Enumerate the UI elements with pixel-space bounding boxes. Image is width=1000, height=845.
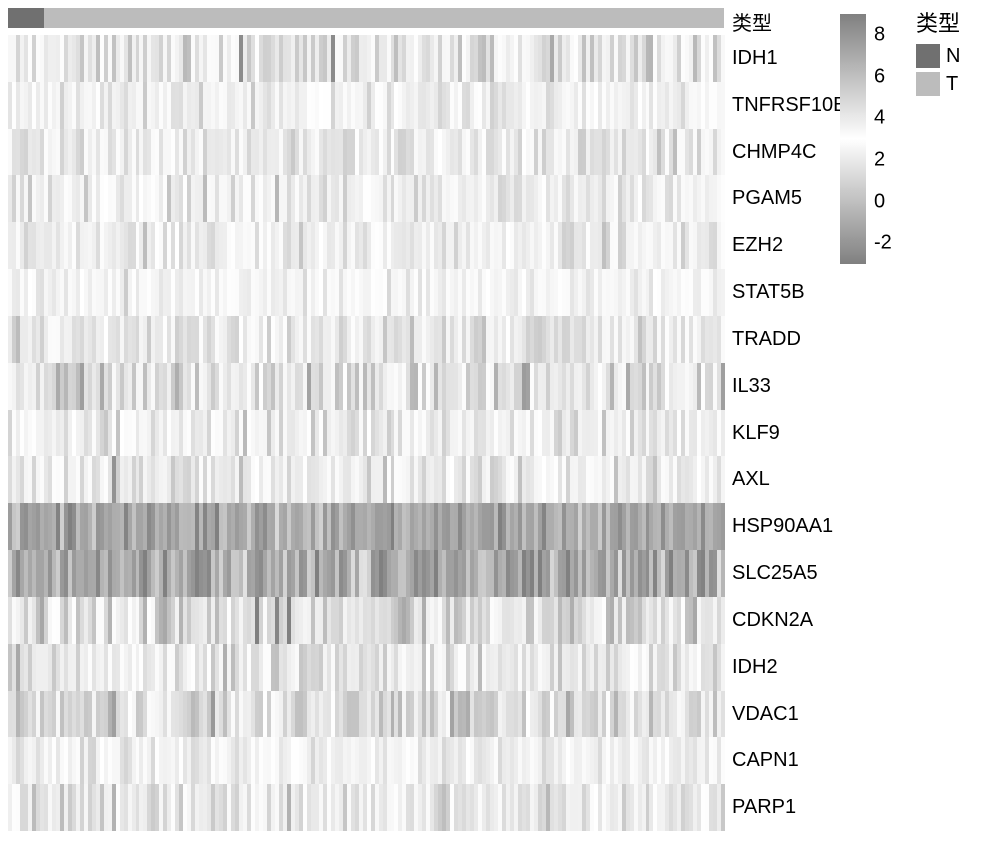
gene-label-IDH2: IDH2: [732, 644, 872, 691]
gene-row-IDH1: [8, 35, 724, 82]
gene-row-PGAM5: [8, 175, 724, 222]
colorbar-tick: 6: [874, 65, 885, 88]
type-annotation-bar: [8, 8, 724, 28]
legend-label-N: N: [946, 45, 960, 68]
figure-root: 类型 IDH1TNFRSF10BCHMP4CPGAM5EZH2STAT5BTRA…: [0, 0, 1000, 845]
gene-row-STAT5B: [8, 269, 724, 316]
gene-label-CAPN1: CAPN1: [732, 737, 872, 784]
gene-row-PARP1: [8, 784, 724, 831]
colorbar-ticks: -2 0 2 4 6 8: [874, 14, 914, 264]
gene-row-EZH2: [8, 222, 724, 269]
heatmap: [8, 8, 724, 831]
gene-label-AXL: AXL: [732, 456, 872, 503]
gene-label-KLF9: KLF9: [732, 410, 872, 457]
gene-row-CAPN1: [8, 737, 724, 784]
colorbar-tick: 4: [874, 107, 885, 130]
colorbar-tick: 0: [874, 190, 885, 213]
gene-label-PARP1: PARP1: [732, 784, 872, 831]
gene-label-IL33: IL33: [732, 363, 872, 410]
gene-label-CDKN2A: CDKN2A: [732, 597, 872, 644]
type-segment-T: [44, 8, 724, 28]
gene-row-IDH2: [8, 644, 724, 691]
gene-label-STAT5B: STAT5B: [732, 269, 872, 316]
gene-label-VDAC1: VDAC1: [732, 691, 872, 738]
colorbar-gradient: [840, 14, 866, 264]
type-legend: 类型 NT: [916, 6, 996, 98]
gene-row-VDAC1: [8, 691, 724, 738]
gene-row-TRADD: [8, 316, 724, 363]
gene-row-SLC25A5: [8, 550, 724, 597]
legend-items: NT: [916, 42, 996, 98]
gene-row-HSP90AA1: [8, 503, 724, 550]
gene-row-AXL: [8, 456, 724, 503]
colorbar-tick: 8: [874, 23, 885, 46]
legend-title: 类型: [916, 6, 996, 38]
gene-row-TNFRSF10B: [8, 82, 724, 129]
legend-swatch-T: [916, 72, 940, 96]
legend-item-N: N: [916, 42, 996, 70]
heatmap-rows: [8, 35, 724, 831]
gene-row-IL33: [8, 363, 724, 410]
gene-label-TRADD: TRADD: [732, 316, 872, 363]
gene-row-CHMP4C: [8, 129, 724, 176]
colorbar-tick: -2: [874, 232, 892, 255]
gene-row-KLF9: [8, 410, 724, 457]
legend-label-T: T: [946, 73, 958, 96]
colorbar-tick: 2: [874, 148, 885, 171]
legend-swatch-N: [916, 44, 940, 68]
legend-item-T: T: [916, 70, 996, 98]
type-segment-N: [8, 8, 44, 28]
gene-label-HSP90AA1: HSP90AA1: [732, 503, 872, 550]
gene-label-SLC25A5: SLC25A5: [732, 550, 872, 597]
colorbar: -2 0 2 4 6 8: [840, 14, 910, 264]
gene-row-CDKN2A: [8, 597, 724, 644]
